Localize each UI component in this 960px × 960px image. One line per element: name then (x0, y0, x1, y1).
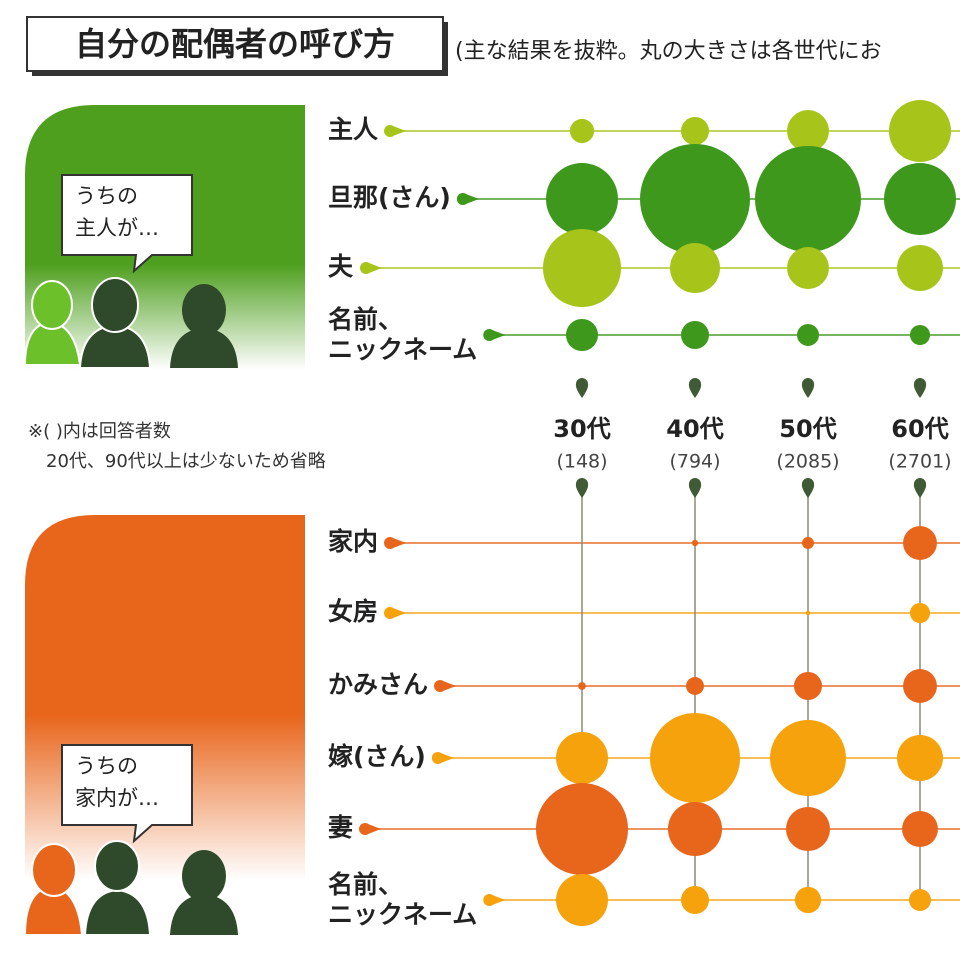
bubble (888, 99, 952, 163)
row-dot-tail (369, 263, 382, 273)
row-dot-tail (368, 824, 382, 834)
column-count: (794) (669, 451, 720, 473)
row-label: かみさん (328, 670, 428, 699)
subtitle: (主な結果を抜粋。丸の大きさは各世代にお (455, 39, 882, 64)
bubble (903, 526, 937, 560)
speech-text: うちの (75, 754, 138, 778)
bubble (884, 163, 956, 235)
bubble (770, 720, 846, 796)
bubble (909, 889, 931, 911)
bubble (787, 110, 829, 152)
row-dot-tail (465, 194, 479, 204)
pin-marker (575, 478, 589, 498)
row-dot-tail (440, 753, 454, 763)
people-icon (23, 840, 238, 936)
bubble (669, 242, 721, 294)
speech-bubble (61, 174, 193, 274)
column-label: 40代 (666, 415, 723, 443)
row-dot-tail (492, 330, 506, 340)
bubble (667, 801, 723, 857)
column-count: (2085) (776, 451, 839, 473)
column-count: (148) (556, 451, 607, 473)
bubble (640, 144, 750, 254)
title-box (26, 16, 444, 72)
bubble (793, 671, 823, 701)
row-dot-tail (492, 895, 506, 905)
note: ※( )内は回答者数 (28, 421, 171, 442)
bubble (805, 610, 811, 616)
bubble (546, 163, 618, 235)
row-label: 旦那(さん) (328, 183, 451, 212)
column-label: 50代 (779, 415, 836, 443)
people-icon (23, 277, 238, 369)
bubble (755, 146, 861, 252)
row-label: 名前、 (328, 305, 403, 334)
bubble (556, 874, 608, 926)
row-dot-tail (393, 538, 407, 548)
bubble (909, 324, 931, 346)
row-dot-tail (393, 126, 407, 136)
bubble (802, 537, 814, 549)
bubble (909, 602, 931, 624)
bubble (794, 886, 822, 914)
speech-text: 主人が… (75, 216, 159, 240)
bubble (680, 320, 710, 350)
row-label: 妻 (328, 813, 353, 842)
bubble (535, 782, 629, 876)
title: 自分の配偶者の呼び方 (75, 25, 395, 63)
speech-bubble (61, 744, 193, 844)
row-label: ニックネーム (328, 900, 477, 929)
pin-marker (688, 478, 702, 498)
pin-marker (913, 478, 927, 498)
bubble (691, 539, 699, 547)
bubble (797, 324, 819, 346)
bubble (680, 885, 710, 915)
bubble (565, 318, 599, 352)
pin-marker (801, 378, 815, 398)
bubble (686, 677, 704, 695)
bubble (578, 682, 586, 690)
bubble (896, 734, 944, 782)
row-dot-tail (393, 608, 407, 618)
row-dot-tail (443, 681, 457, 691)
column-label: 60代 (891, 415, 948, 443)
bubble (787, 247, 829, 289)
bubble (786, 807, 830, 851)
row-label: 名前、 (328, 870, 403, 899)
row-label: 嫁(さん) (328, 742, 426, 771)
row-label: 夫 (328, 252, 354, 281)
pin-marker (688, 378, 702, 398)
bubble (902, 811, 938, 847)
bubble (556, 732, 608, 784)
row-label: 主人 (328, 115, 378, 144)
bubble (896, 244, 944, 292)
pin-marker (801, 478, 815, 498)
note: 20代、90代以上は少ないため省略 (46, 451, 326, 472)
pin-marker (575, 378, 589, 398)
bubble (680, 116, 710, 146)
row-label: ニックネーム (328, 335, 477, 364)
speech-text: 家内が… (75, 786, 159, 810)
column-label: 30代 (553, 415, 610, 443)
bubble (903, 669, 937, 703)
speech-text: うちの (75, 184, 138, 208)
bubble (542, 228, 622, 308)
bubble (649, 712, 741, 804)
row-label: 家内 (328, 527, 378, 556)
bubble (569, 118, 595, 144)
pin-marker (913, 378, 927, 398)
row-label: 女房 (328, 597, 378, 626)
column-count: (2701) (888, 451, 951, 473)
